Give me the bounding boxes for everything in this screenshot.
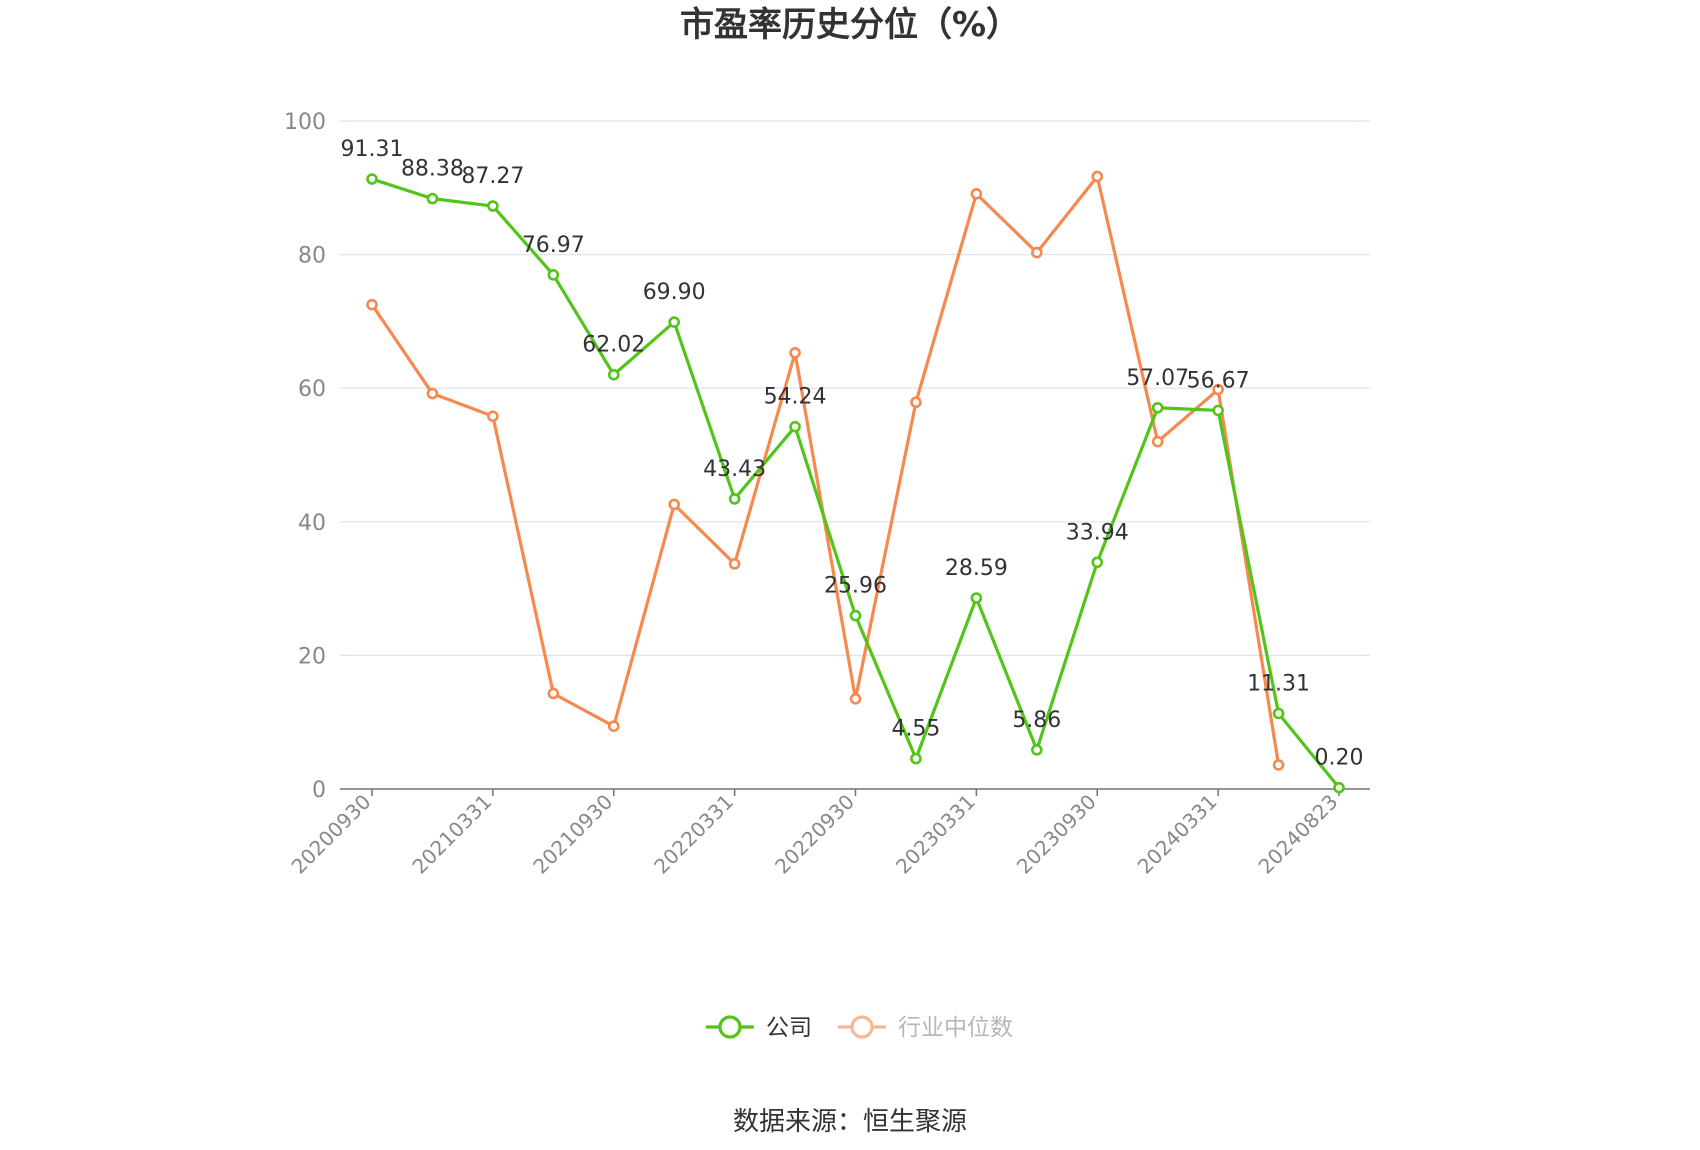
data-point bbox=[849, 693, 862, 705]
y-tick-label: 60 bbox=[298, 377, 326, 402]
legend-label: 公司 bbox=[766, 1015, 812, 1041]
legend-item-1[interactable]: 行业中位数 bbox=[838, 1015, 1013, 1041]
data-point bbox=[970, 592, 983, 604]
data-label: 28.59 bbox=[945, 556, 1008, 581]
data-point bbox=[789, 420, 801, 433]
data-label: 25.96 bbox=[824, 574, 887, 599]
chart-title: 市盈率历史分位（%） bbox=[680, 5, 1020, 45]
x-tick-label: 20230930 bbox=[1012, 790, 1101, 879]
data-point bbox=[849, 609, 862, 622]
data-point bbox=[487, 410, 499, 423]
data-point bbox=[607, 720, 620, 733]
data-label: 11.31 bbox=[1247, 671, 1310, 696]
data-point bbox=[607, 368, 620, 381]
y-tick-label: 0 bbox=[312, 778, 326, 803]
data-point bbox=[1212, 404, 1224, 417]
data-label: 43.43 bbox=[703, 457, 766, 482]
x-axis: 20200930 20210331 20210930 20220331 20220930… bbox=[287, 788, 1370, 879]
data-point bbox=[1031, 246, 1043, 259]
data-label: 62.02 bbox=[582, 333, 645, 358]
data-label: 54.24 bbox=[764, 385, 827, 410]
data-point bbox=[547, 269, 560, 281]
series-layer bbox=[366, 170, 1345, 794]
data-label: 5.86 bbox=[1012, 708, 1061, 733]
data-label: 4.55 bbox=[891, 717, 940, 742]
legend-item-0[interactable]: 公司 bbox=[706, 1015, 812, 1041]
x-tick-label: 20230331 bbox=[891, 790, 980, 879]
y-tick-label: 80 bbox=[298, 244, 326, 269]
data-point bbox=[1212, 383, 1224, 396]
data-point bbox=[487, 200, 499, 212]
x-tick-label: 20220331 bbox=[649, 790, 738, 879]
gridlines bbox=[340, 120, 1370, 657]
data-label: 76.97 bbox=[522, 233, 585, 258]
x-tick-label: 20210930 bbox=[528, 790, 617, 879]
series-line-1 bbox=[370, 174, 1281, 766]
data-label: 56.67 bbox=[1187, 368, 1250, 393]
y-tick-label: 40 bbox=[298, 511, 326, 536]
data-label: 33.94 bbox=[1066, 520, 1129, 545]
x-tick-label: 20200930 bbox=[287, 790, 376, 879]
data-point bbox=[426, 192, 439, 205]
data-point bbox=[1091, 170, 1104, 183]
data-point bbox=[547, 687, 560, 700]
data-label: 69.90 bbox=[643, 280, 706, 305]
data-label: 88.38 bbox=[401, 157, 464, 182]
legend-marker bbox=[850, 1015, 874, 1039]
y-tick-label: 20 bbox=[298, 644, 326, 669]
data-point bbox=[970, 188, 983, 200]
data-label: 0.20 bbox=[1315, 746, 1364, 771]
x-tick-label: 20240331 bbox=[1133, 790, 1222, 879]
data-point bbox=[1151, 435, 1164, 448]
data-source-note: 数据来源：恒生聚源 bbox=[733, 1107, 967, 1137]
data-point bbox=[668, 316, 680, 328]
data-point bbox=[910, 752, 922, 765]
data-point bbox=[426, 387, 439, 400]
x-tick-label: 20240823 bbox=[1254, 790, 1343, 879]
data-label: 87.27 bbox=[461, 164, 524, 189]
y-tick-label: 100 bbox=[284, 110, 326, 135]
data-point bbox=[1333, 781, 1345, 794]
legend-label: 行业中位数 bbox=[898, 1015, 1013, 1041]
data-point bbox=[1151, 401, 1164, 414]
data-point bbox=[1272, 707, 1285, 720]
data-point bbox=[366, 173, 378, 185]
data-point bbox=[789, 346, 801, 359]
data-point bbox=[668, 498, 680, 511]
data-point bbox=[1272, 759, 1285, 771]
y-axis: 0 20 40 60 80 100 bbox=[284, 110, 326, 803]
x-tick-label: 20210331 bbox=[407, 790, 496, 879]
data-point bbox=[366, 298, 378, 311]
data-label: 57.07 bbox=[1126, 366, 1189, 391]
data-point bbox=[728, 493, 741, 505]
data-point bbox=[728, 558, 741, 570]
legend-marker bbox=[718, 1015, 742, 1039]
data-point bbox=[910, 396, 922, 409]
legend[interactable]: 公司 行业中位数 bbox=[706, 1015, 1013, 1041]
data-point bbox=[1091, 556, 1104, 569]
x-tick-label: 20220930 bbox=[770, 790, 859, 879]
data-point bbox=[1031, 744, 1043, 756]
data-label: 91.31 bbox=[341, 137, 404, 162]
